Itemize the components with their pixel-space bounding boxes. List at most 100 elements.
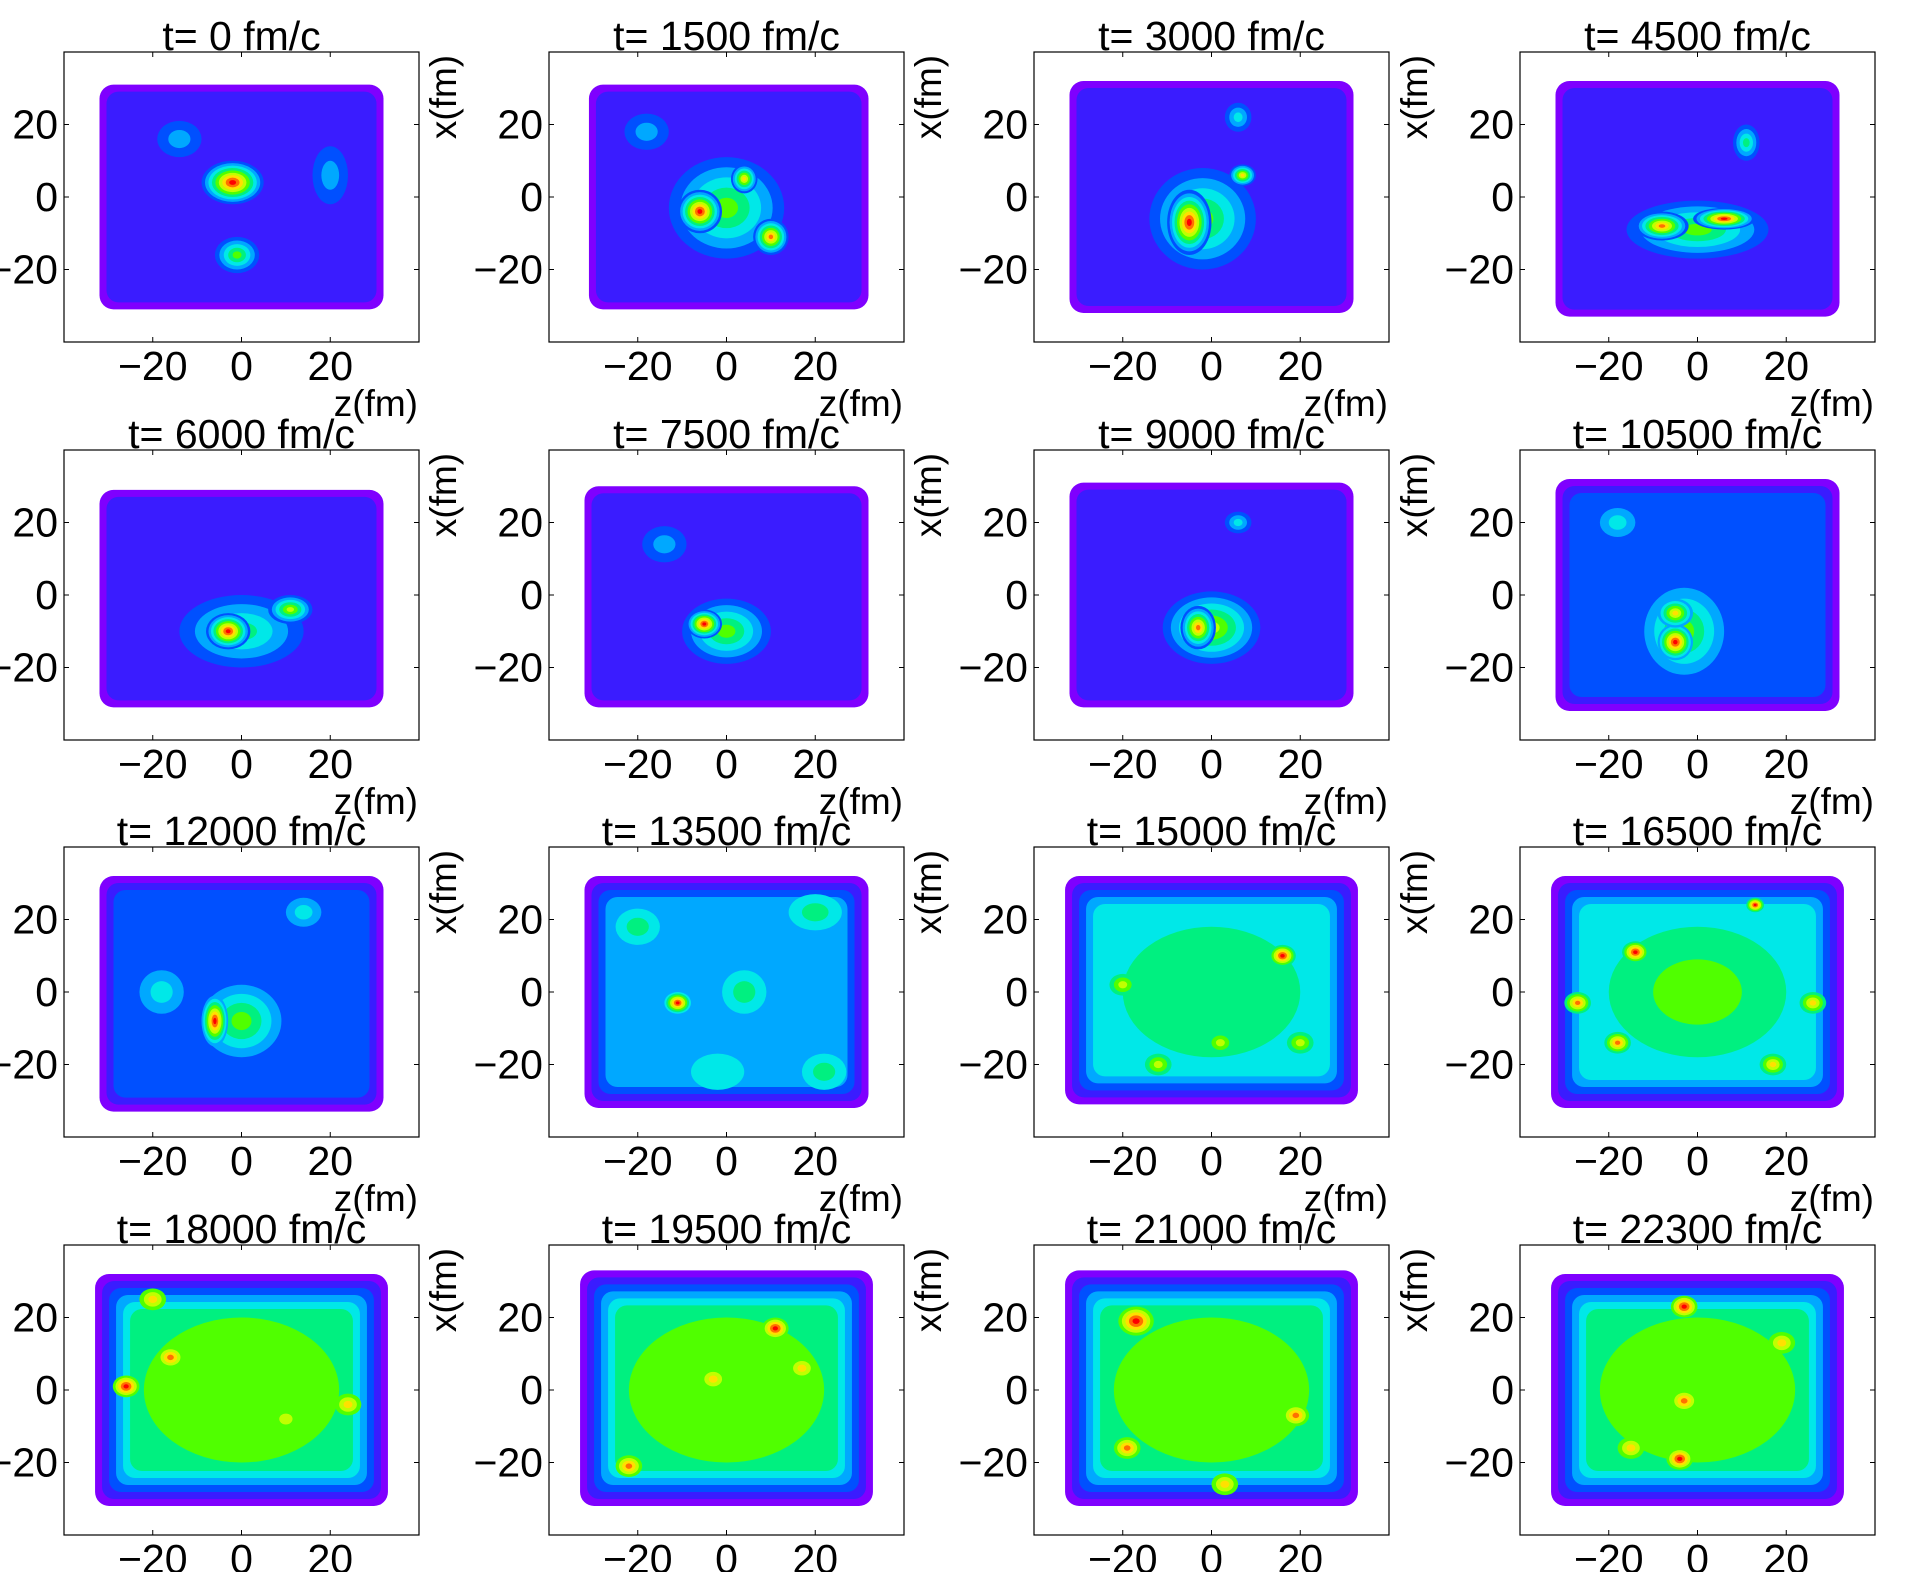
density-peak — [279, 1413, 293, 1425]
x-tick-label: 0 — [1200, 1138, 1223, 1184]
density-peak — [797, 1364, 807, 1372]
density-peak — [628, 1317, 825, 1463]
x-tick-label: 0 — [230, 1138, 253, 1184]
density-level — [1562, 88, 1833, 310]
y-tick-label: 20 — [982, 897, 1028, 943]
density-peak — [148, 1295, 158, 1303]
panel-3: −20 0 20 20 0 −20 t= 4500 fm/c x(fm) z(fm) — [1394, 13, 1876, 424]
y-tick-label: 0 — [1005, 1367, 1028, 1413]
x-tick-label: −20 — [1574, 741, 1644, 787]
x-tick-label: 20 — [1277, 741, 1323, 787]
y-tick-label: 20 — [497, 500, 543, 546]
density-peak — [1777, 1339, 1787, 1347]
panel-title: t= 9000 fm/c — [1098, 411, 1325, 457]
x-tick-label: 20 — [792, 343, 838, 389]
x-tick-label: 20 — [792, 1536, 838, 1572]
y-tick-label: −20 — [958, 247, 1028, 293]
x-tick-label: 0 — [715, 741, 738, 787]
y-tick-label: 20 — [497, 102, 543, 148]
y-tick-label: 0 — [520, 572, 543, 618]
y-tick-label: 20 — [1468, 102, 1514, 148]
density-peak — [1132, 1318, 1140, 1325]
panel-title: t= 21000 fm/c — [1087, 1206, 1337, 1252]
x-tick-label: −20 — [603, 343, 673, 389]
panel-title: t= 7500 fm/c — [613, 411, 840, 457]
y-tick-label: 20 — [12, 1295, 58, 1341]
density-peak — [1677, 1456, 1683, 1462]
y-tick-label: −20 — [0, 1440, 58, 1486]
x-tick-label: 0 — [1200, 343, 1223, 389]
x-tick-label: 0 — [1686, 1536, 1709, 1572]
y-tick-label: 0 — [35, 1367, 58, 1413]
x-tick-label: −20 — [118, 741, 188, 787]
y-axis-label: x(fm) — [908, 850, 949, 934]
density-peak — [1626, 1444, 1636, 1452]
x-tick-label: −20 — [1574, 1536, 1644, 1572]
x-tick-label: 0 — [1200, 1536, 1223, 1572]
y-tick-label: 0 — [35, 174, 58, 220]
density-peak — [1195, 624, 1201, 631]
panel-0: −20 0 20 20 0 −20 t= 0 fm/c z(fm) — [0, 13, 420, 424]
y-tick-label: 20 — [1468, 500, 1514, 546]
x-axis-label: z(fm) — [334, 781, 418, 822]
y-tick-label: 0 — [520, 174, 543, 220]
x-tick-label: 20 — [792, 1138, 838, 1184]
y-tick-label: −20 — [0, 247, 58, 293]
y-axis-label: x(fm) — [1394, 453, 1435, 537]
density-level — [591, 493, 862, 701]
density-peak — [1118, 981, 1128, 989]
density-peak — [294, 905, 313, 920]
panel-2: −20 0 20 20 0 −20 t= 3000 fm/c x(fm) z(fm) — [908, 13, 1390, 424]
density-peak — [143, 1317, 340, 1463]
panel-5: −20 0 20 20 0 −20 t= 7500 fm/c x(fm) z(fm) — [423, 411, 905, 822]
panel-title: t= 13500 fm/c — [602, 808, 852, 854]
density-peak — [1220, 1480, 1230, 1488]
x-axis-label: z(fm) — [1790, 1178, 1874, 1219]
y-axis-label: x(fm) — [423, 1248, 464, 1332]
y-tick-label: 20 — [982, 500, 1028, 546]
x-axis-label: z(fm) — [819, 781, 903, 822]
y-tick-label: 20 — [497, 897, 543, 943]
panel-4: −20 0 20 20 0 −20 t= 6000 fm/c z(fm) — [0, 411, 420, 822]
x-tick-label: 20 — [307, 343, 353, 389]
density-peak — [1122, 926, 1301, 1058]
x-tick-label: 0 — [715, 343, 738, 389]
panel-7: −20 0 20 20 0 −20 t= 10500 fm/c x(fm) z(fm) — [1394, 411, 1876, 822]
density-peak — [742, 176, 747, 181]
x-tick-label: −20 — [1088, 741, 1158, 787]
x-tick-label: 0 — [715, 1536, 738, 1572]
x-tick-label: 0 — [230, 741, 253, 787]
x-axis-label: z(fm) — [334, 383, 418, 424]
y-tick-label: −20 — [473, 1042, 543, 1088]
x-tick-label: 0 — [230, 1536, 253, 1572]
density-peak — [1599, 1317, 1796, 1463]
y-tick-label: −20 — [473, 1440, 543, 1486]
density-peak — [343, 1400, 353, 1409]
density-peak — [321, 160, 340, 190]
density-peak — [1653, 959, 1742, 1025]
density-peak — [1680, 1398, 1688, 1404]
density-peak — [286, 607, 295, 612]
density-peak — [1658, 224, 1666, 228]
density-peak — [625, 1463, 633, 1469]
y-tick-label: −20 — [958, 1440, 1028, 1486]
y-axis-label: x(fm) — [908, 453, 949, 537]
density-peak — [733, 981, 756, 1003]
panel-title: t= 6000 fm/c — [128, 411, 355, 457]
density-peak — [150, 981, 173, 1003]
x-tick-label: 20 — [1763, 741, 1809, 787]
density-peak — [691, 1053, 745, 1090]
density-peak — [1672, 610, 1679, 616]
y-tick-label: 20 — [1468, 1295, 1514, 1341]
x-axis-label: z(fm) — [334, 1178, 418, 1219]
y-tick-label: 0 — [520, 969, 543, 1015]
density-peak — [1233, 518, 1243, 527]
density-peak — [1575, 1000, 1581, 1006]
x-tick-label: −20 — [1088, 343, 1158, 389]
y-tick-label: −20 — [1444, 645, 1514, 691]
density-peak — [167, 1354, 174, 1361]
y-tick-label: 20 — [982, 102, 1028, 148]
